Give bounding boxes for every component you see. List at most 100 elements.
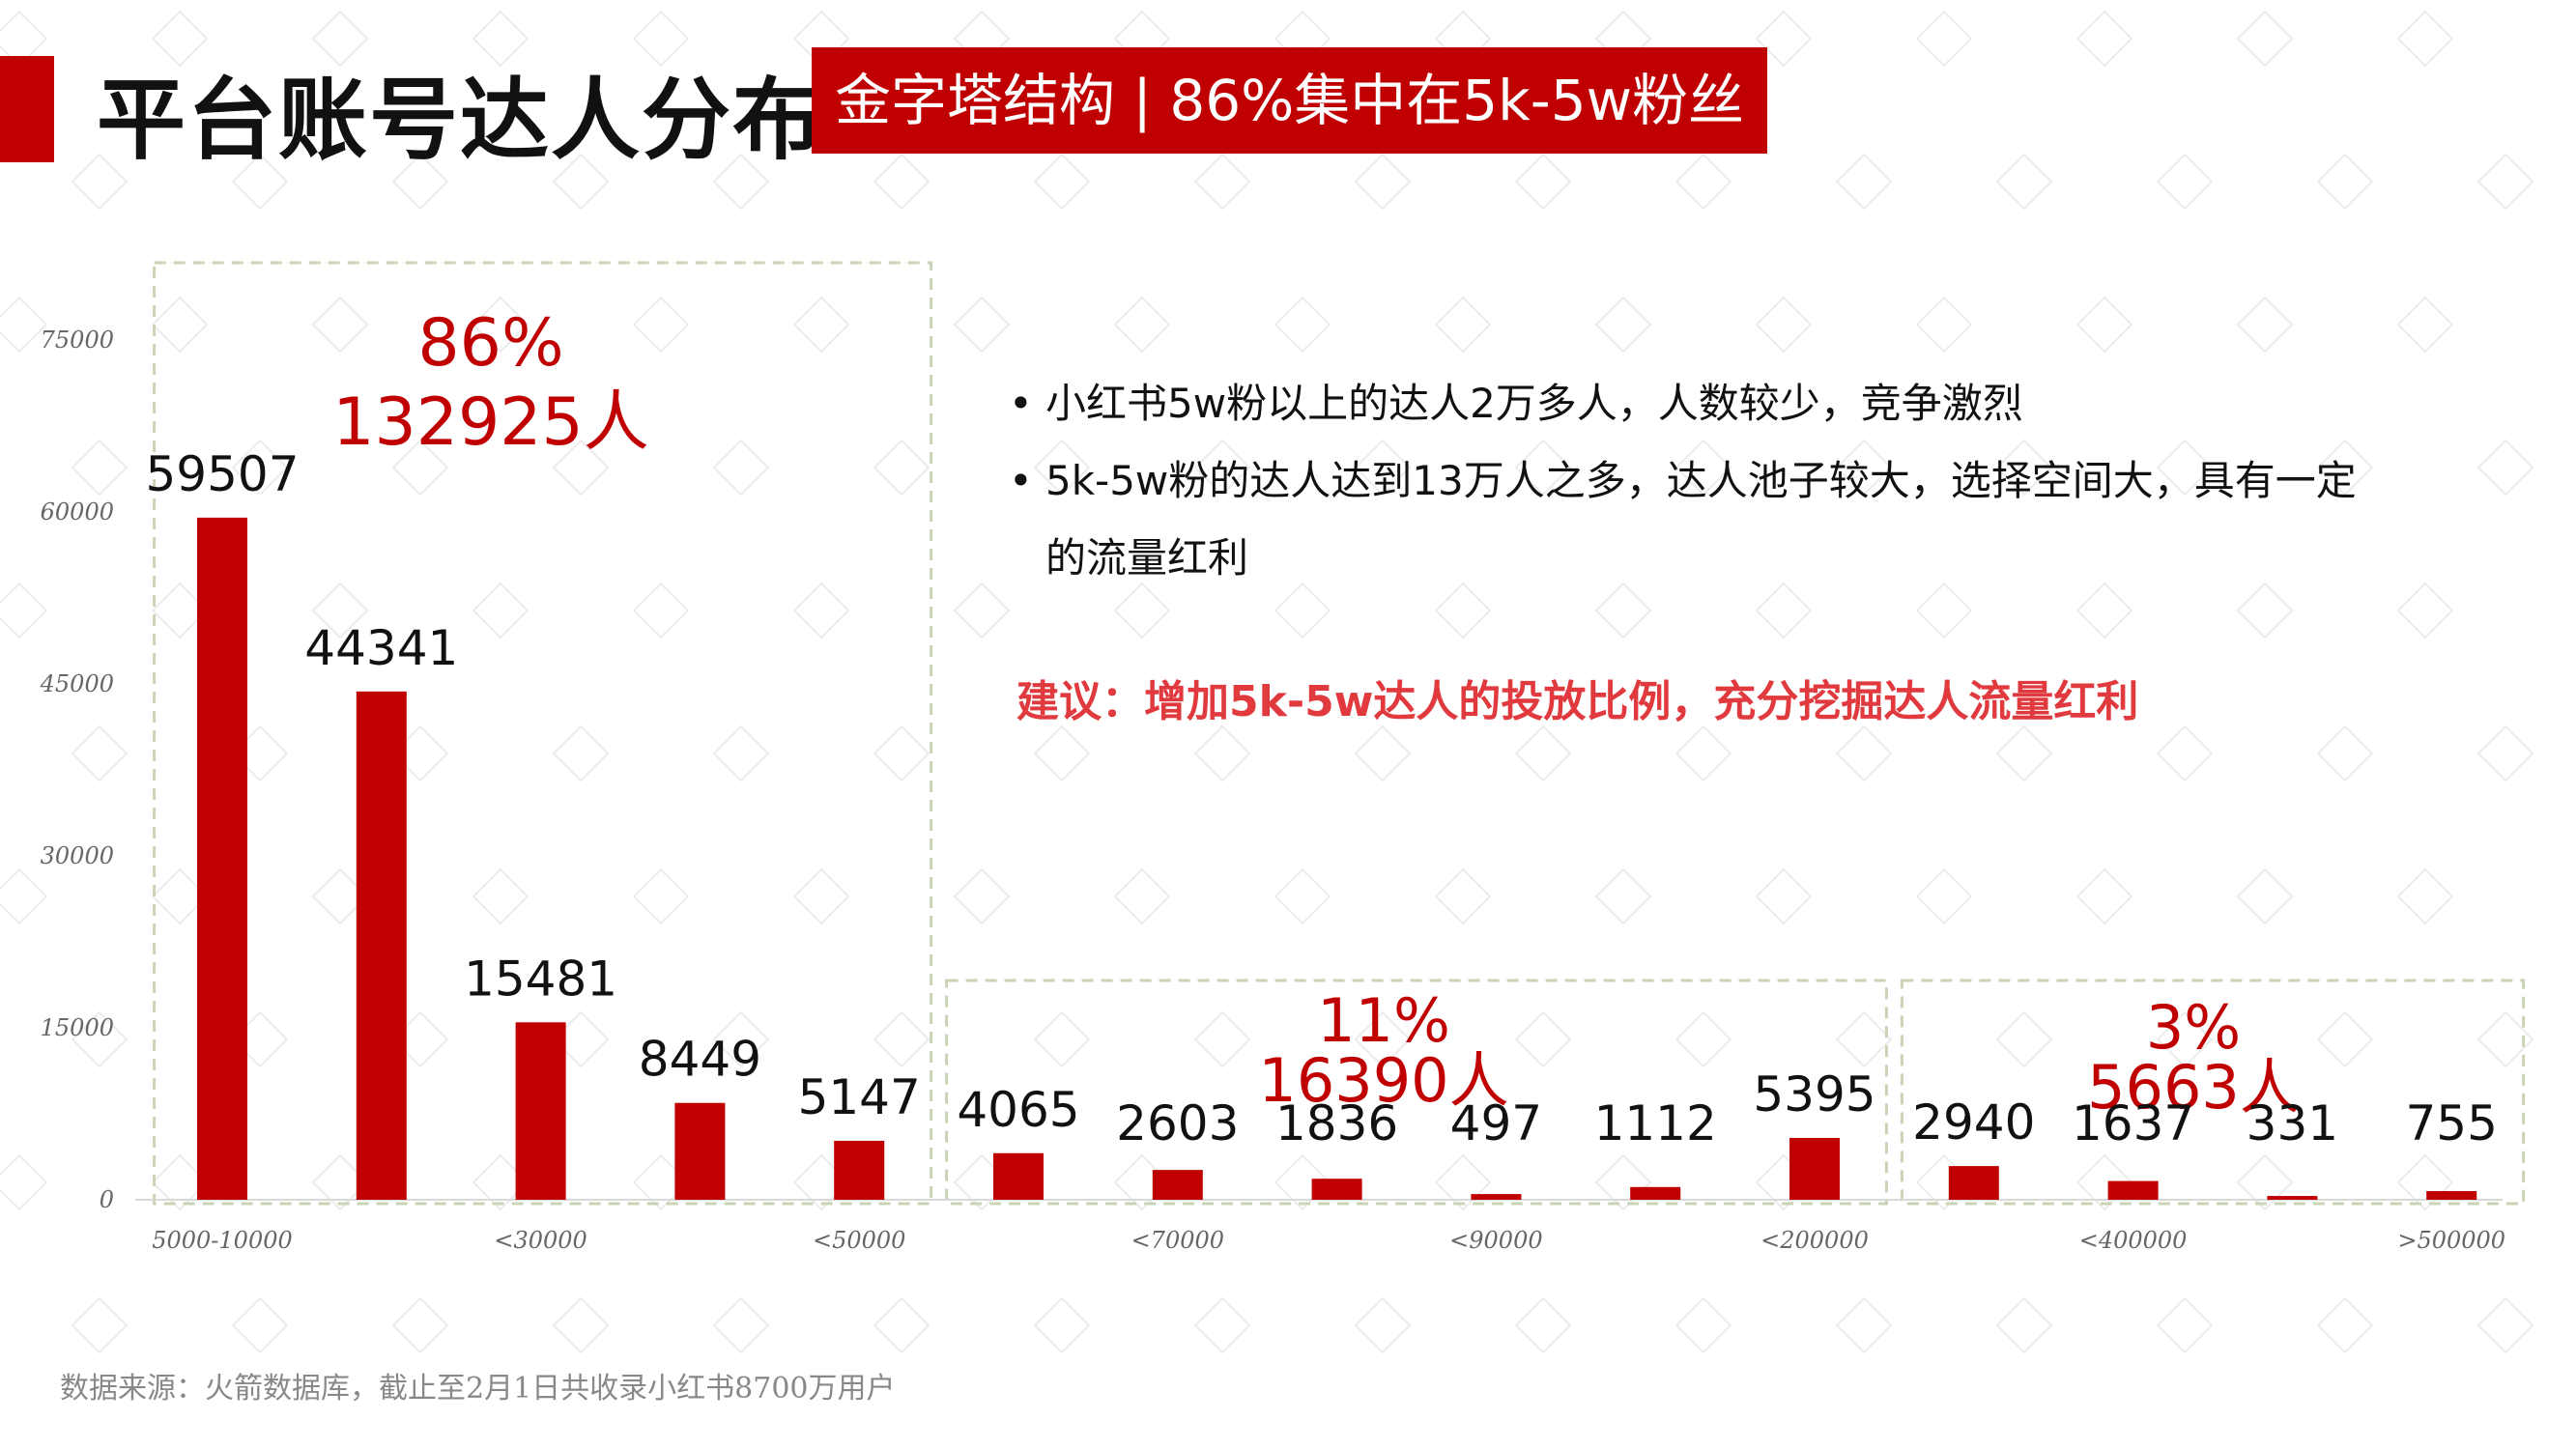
background-diamond xyxy=(2236,1153,2294,1211)
group-percent-label: 86% xyxy=(417,305,563,382)
background-diamond xyxy=(2396,1153,2454,1211)
background-diamond xyxy=(2075,1153,2133,1211)
background-diamond xyxy=(1113,582,1171,639)
background-diamond xyxy=(1033,153,1091,211)
background-diamond xyxy=(1594,867,1652,925)
background-diamond xyxy=(71,153,129,211)
bar-value-label: 4065 xyxy=(957,1082,1079,1138)
background-diamond xyxy=(632,867,690,925)
background-diamond xyxy=(231,439,289,497)
background-diamond xyxy=(2396,582,2454,639)
background-diamond xyxy=(1113,867,1171,925)
background-diamond xyxy=(2156,1296,2214,1354)
background-diamond xyxy=(1915,582,1973,639)
background-diamond xyxy=(1835,724,1893,782)
background-diamond xyxy=(1274,582,1331,639)
background-diamond xyxy=(552,1296,610,1354)
background-diamond xyxy=(1514,1010,1572,1068)
background-diamond xyxy=(231,153,289,211)
background-diamond xyxy=(2476,1296,2534,1354)
group-box xyxy=(945,979,1888,1206)
background-diamond xyxy=(873,1296,930,1354)
background-diamond xyxy=(2316,1296,2374,1354)
background-diamond xyxy=(1193,724,1251,782)
background-diamond xyxy=(1674,153,1732,211)
group-box xyxy=(1900,979,2526,1206)
bar-value-label: 755 xyxy=(2405,1095,2497,1151)
background-diamond xyxy=(1434,867,1492,925)
background-diamond xyxy=(2316,1010,2374,1068)
bar-value-label: 497 xyxy=(1450,1095,1542,1151)
x-tick-label: <70000 xyxy=(1131,1227,1224,1254)
background-diamond xyxy=(1113,296,1171,354)
background-diamond xyxy=(1354,1010,1412,1068)
background-diamond xyxy=(1434,1153,1492,1211)
background-diamond xyxy=(2236,296,2294,354)
bar xyxy=(356,691,407,1200)
background-diamond xyxy=(1594,296,1652,354)
bar xyxy=(834,1140,885,1200)
group-count-label: 5663人 xyxy=(2087,1052,2300,1122)
background-diamond xyxy=(472,296,530,354)
background-diamond xyxy=(2476,439,2534,497)
background-diamond xyxy=(873,153,930,211)
x-tick-label: >500000 xyxy=(2397,1227,2505,1254)
bar xyxy=(674,1102,726,1200)
group-percent-label: 3% xyxy=(2146,992,2241,1063)
bar-value-label: 44341 xyxy=(304,620,458,676)
bar-value-label: 1836 xyxy=(1275,1095,1398,1151)
background-diamond xyxy=(1755,582,1813,639)
background-diamond xyxy=(792,296,850,354)
background-diamond xyxy=(712,1010,770,1068)
background-diamond xyxy=(953,867,1011,925)
background-diamond xyxy=(1835,1010,1893,1068)
background-diamond xyxy=(2476,153,2534,211)
background-diamond xyxy=(2156,153,2214,211)
background-diamond xyxy=(632,10,690,68)
background-diamond xyxy=(632,582,690,639)
background-diamond xyxy=(1915,296,1973,354)
x-tick-label: 5000-10000 xyxy=(152,1227,293,1254)
y-tick-label: 15000 xyxy=(41,1014,114,1041)
background-diamond xyxy=(151,296,209,354)
group-box xyxy=(153,261,933,1206)
background-diamond xyxy=(2396,296,2454,354)
background-diamond xyxy=(552,724,610,782)
page-title: 平台账号达人分布 xyxy=(97,69,824,172)
background-diamond xyxy=(1033,1010,1091,1068)
bar xyxy=(1311,1179,1362,1200)
background-diamond xyxy=(2156,724,2214,782)
background-diamond xyxy=(1835,153,1893,211)
background-diamond xyxy=(1434,296,1492,354)
background-diamond xyxy=(1514,724,1572,782)
insight-list: 小红书5w粉以上的达人2万多人，人数较少，竞争激烈 5k-5w粉的达人达到13万… xyxy=(1005,365,2396,597)
background-diamond xyxy=(391,153,449,211)
background-diamond xyxy=(391,439,449,497)
insight-bullet-2: 5k-5w粉的达人达到13万人之多，达人池子较大，选择空间大，具有一定的流量红利 xyxy=(1005,442,2396,597)
background-diamond xyxy=(1594,1153,1652,1211)
background-diamond xyxy=(552,439,610,497)
background-diamond xyxy=(712,724,770,782)
y-tick-label: 60000 xyxy=(41,498,114,526)
background-diamond xyxy=(2396,10,2454,68)
background-diamond xyxy=(2075,867,2133,925)
background-diamond xyxy=(1193,1010,1251,1068)
background-diamond xyxy=(712,153,770,211)
background-diamond xyxy=(792,582,850,639)
background-diamond xyxy=(2396,867,2454,925)
y-tick-label: 45000 xyxy=(40,670,114,697)
background-diamond xyxy=(2156,1010,2214,1068)
bar xyxy=(1789,1137,1840,1200)
background-diamond xyxy=(1354,153,1412,211)
background-diamond xyxy=(1514,153,1572,211)
background-diamond xyxy=(231,1296,289,1354)
bar xyxy=(1948,1166,1999,1200)
background-diamond xyxy=(2075,582,2133,639)
background-diamond xyxy=(953,582,1011,639)
background-diamond xyxy=(1995,1296,2053,1354)
data-source-note: 数据来源：火箭数据库，截止至2月1日共收录小红书8700万用户 xyxy=(60,1372,896,1406)
background-diamond xyxy=(311,10,369,68)
background-diamond xyxy=(2316,724,2374,782)
